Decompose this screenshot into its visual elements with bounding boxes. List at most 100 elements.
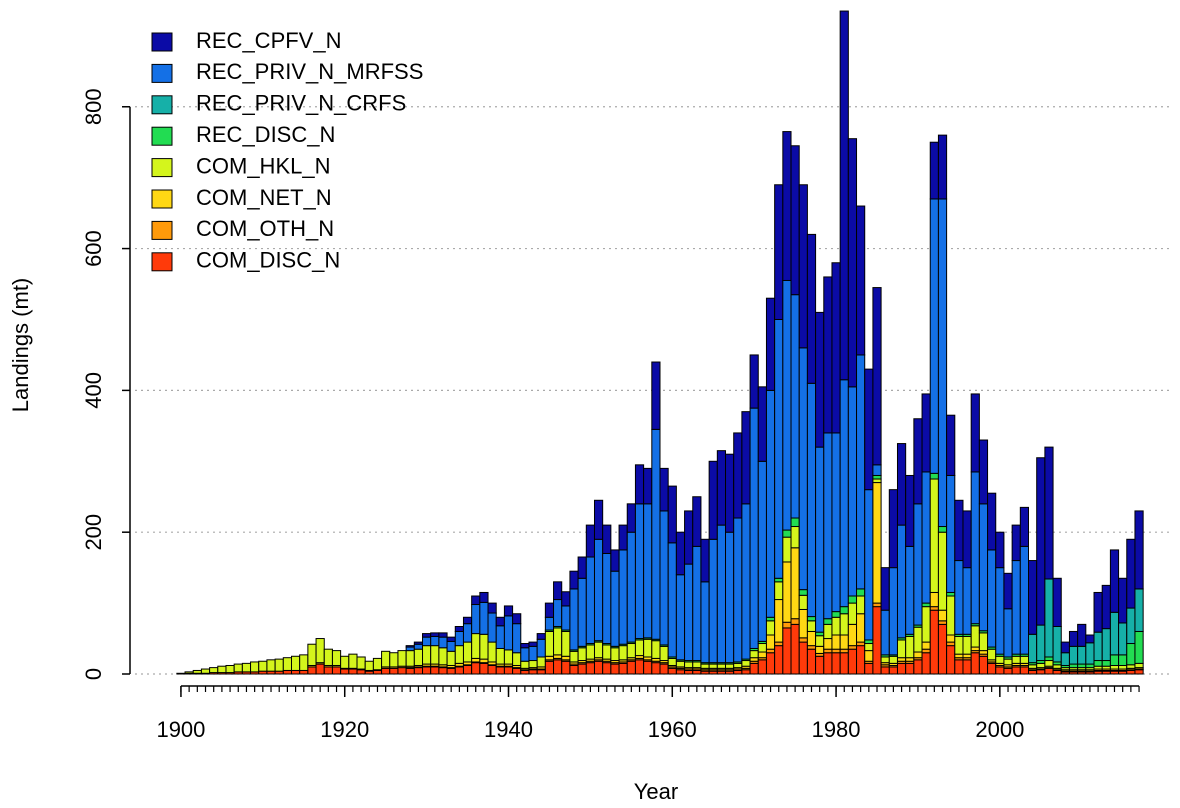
bar-segment [536, 669, 546, 675]
bar-segment [282, 669, 292, 675]
bar-segment [438, 632, 448, 638]
bar-segment [995, 531, 1005, 569]
bar-segment [774, 599, 784, 643]
bar-segment [1044, 660, 1054, 667]
bar-segment [593, 538, 604, 642]
bar-segment [299, 669, 309, 675]
bar-segment [839, 634, 849, 650]
bar-segment [381, 650, 391, 668]
bar-segment [749, 650, 759, 659]
bar-segment [446, 636, 456, 642]
bar-segment [692, 661, 702, 669]
bar-segment [389, 652, 399, 668]
bar-segment [479, 591, 489, 603]
bar-segment [503, 666, 514, 675]
bar-segment [1003, 667, 1013, 675]
bar-segment [937, 531, 948, 611]
bar-segment [430, 635, 440, 647]
bar-segment [1036, 669, 1046, 675]
bar-segment [987, 662, 997, 675]
bar-segment [774, 581, 784, 601]
bar-segment [1044, 578, 1054, 658]
bar-segment [438, 636, 448, 649]
x-tick-label: 1940 [484, 717, 533, 742]
bar-segment [798, 589, 808, 596]
bar-segment [675, 660, 686, 668]
bar-segment [1036, 457, 1046, 626]
bar-segment [405, 667, 415, 675]
bar-segment [823, 648, 833, 654]
x-tick-label: 2000 [975, 717, 1024, 742]
bar-segment [733, 669, 743, 675]
bar-segment [1060, 641, 1070, 654]
bar-segment [667, 542, 677, 658]
legend-label: REC_PRIV_N_CRFS [196, 91, 406, 116]
x-axis-title: Year [634, 779, 678, 804]
bar-segment [1019, 506, 1030, 547]
legend-label: COM_NET_N [196, 185, 332, 210]
bar-segment [430, 632, 440, 637]
y-tick-label: 200 [81, 514, 106, 551]
bar-segment [266, 659, 276, 672]
y-tick-label: 600 [81, 230, 106, 267]
bar-segment [487, 602, 497, 614]
legend-swatch [151, 189, 173, 209]
bar-segment [1068, 630, 1079, 647]
bar-segment [749, 662, 759, 675]
bar-segment [937, 623, 948, 675]
bar-segment [888, 489, 898, 569]
bar-segment [978, 650, 989, 655]
bar-segment [905, 635, 915, 659]
legend-swatch [151, 63, 173, 83]
bar-segment [471, 633, 481, 659]
bar-segment [405, 650, 415, 667]
bar-segment [798, 347, 808, 591]
bar-segment [995, 666, 1005, 675]
bar-segment [765, 297, 776, 391]
bar-segment [340, 668, 350, 675]
bar-segment [233, 663, 243, 673]
bar-segment [970, 625, 980, 648]
bar-segment [340, 655, 350, 669]
bar-segment [880, 666, 890, 675]
bar-segment [757, 386, 767, 462]
bar-segment [397, 667, 407, 675]
bar-segment [512, 652, 522, 666]
bar-segment [192, 669, 202, 674]
legend-swatch [151, 252, 173, 272]
bar-segment [495, 625, 505, 649]
bar-segment [602, 552, 612, 645]
bar-segment [823, 432, 833, 620]
bar-segment [839, 652, 849, 675]
bar-segment [798, 637, 808, 643]
bar-segment [798, 641, 808, 675]
bar-segment [970, 471, 980, 625]
bar-segment [495, 666, 505, 675]
bar-segment [880, 609, 890, 656]
bar-segment [937, 198, 948, 528]
bar-segment [1068, 663, 1079, 669]
bar-segment [790, 623, 800, 675]
bar-segment [823, 276, 833, 434]
bar-segment [422, 666, 432, 675]
bar-segment [782, 279, 792, 531]
bar-segment [634, 464, 645, 505]
bar-segment [503, 649, 514, 665]
bar-segment [692, 545, 702, 662]
y-axis-title: Landings (mt) [8, 278, 33, 413]
bar-segment [479, 601, 489, 635]
bar-segment [725, 531, 735, 664]
legend-swatch [151, 220, 173, 240]
bar-segment [913, 418, 923, 505]
bar-segment [553, 654, 563, 659]
bar-segment [1118, 664, 1128, 670]
bar-segment [512, 623, 522, 654]
bar-segment [626, 660, 636, 675]
bar-segment [782, 621, 792, 629]
bar-segment [422, 633, 432, 638]
bar-segment [503, 605, 514, 617]
bar-segment [1011, 666, 1021, 675]
bar-segment [716, 663, 727, 669]
bar-segment [921, 606, 931, 643]
bar-segment [610, 570, 620, 647]
